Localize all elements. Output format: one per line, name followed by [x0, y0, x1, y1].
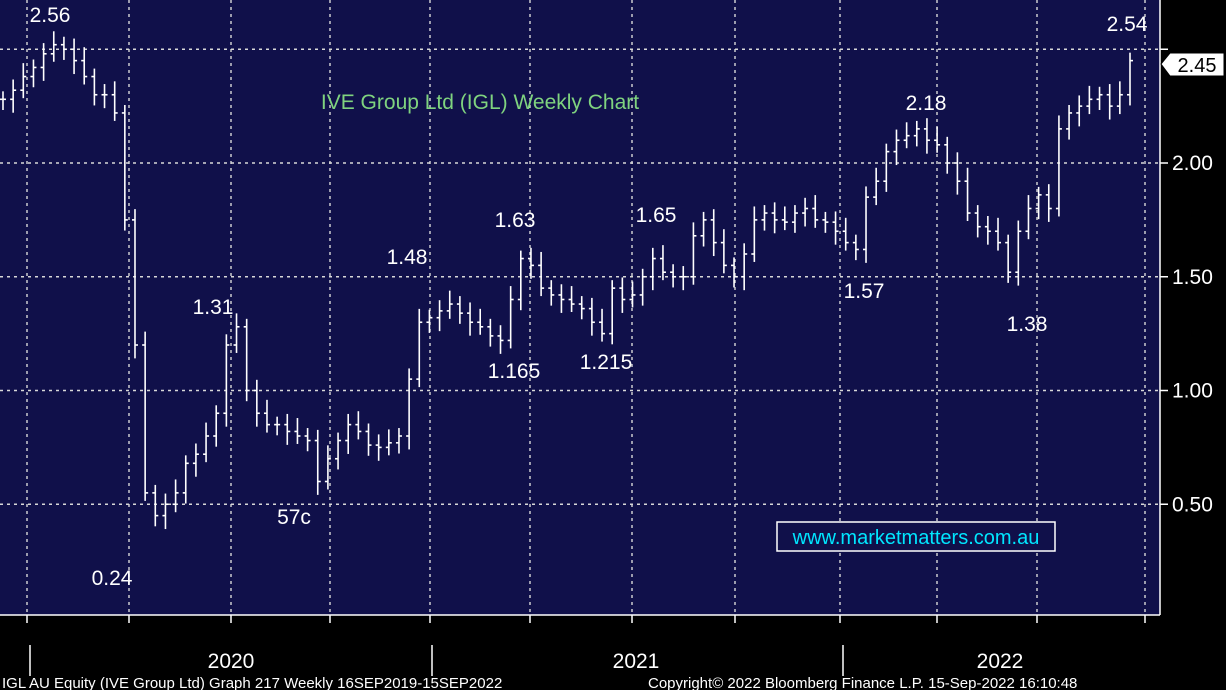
last-price-tag: 2.45	[1160, 52, 1225, 77]
price-annotation: 2.56	[30, 4, 71, 27]
x-year-label: 2020	[208, 650, 255, 673]
price-annotation: 1.38	[1007, 313, 1048, 336]
y-tick-label: 1.50	[1172, 266, 1213, 289]
price-annotation: 1.65	[636, 204, 677, 227]
last-price-label: 2.45	[1178, 55, 1217, 77]
watermark-text: www.marketmatters.com.au	[792, 527, 1040, 549]
price-annotation: 57c	[277, 506, 311, 529]
watermark-box	[776, 521, 1056, 552]
gridlines	[0, 0, 1160, 615]
y-axis: 0.50 1.00 1.50 2.00	[1160, 48, 1213, 516]
y-tick-label: 1.00	[1172, 380, 1213, 403]
footer-right: Copyright© 2022 Bloomberg Finance L.P. 1…	[648, 675, 1077, 690]
x-year-label: 2021	[613, 650, 660, 673]
price-annotation: 0.24	[92, 567, 133, 590]
price-annotation: 2.54	[1107, 13, 1148, 36]
footer-left: IGL AU Equity (IVE Group Ltd) Graph 217 …	[2, 675, 502, 690]
chart-title: IVE Group Ltd (IGL) Weekly Chart	[321, 91, 639, 114]
price-annotation: 1.48	[387, 246, 428, 269]
watermark: www.marketmatters.com.au	[776, 521, 1056, 552]
last-price-box	[1160, 52, 1225, 77]
price-annotation: 1.57	[844, 280, 885, 303]
x-axis: 2020 2021 2022	[26, 615, 1146, 676]
y-tick-label: 0.50	[1172, 493, 1213, 516]
plot-background	[0, 0, 1160, 615]
price-annotation: 1.165	[488, 360, 541, 383]
price-bars	[0, 31, 1133, 530]
y-tick-label: 2.00	[1172, 152, 1213, 175]
price-annotation: 1.31	[193, 296, 234, 319]
annotations: 2.56 0.24 1.31 57c 1.48 1.165 1.63 1.215 1.65 1.5…	[30, 4, 1148, 590]
price-annotation: 1.63	[495, 209, 536, 232]
price-annotation: 2.18	[906, 92, 947, 115]
price-annotation: 1.215	[580, 351, 633, 374]
x-year-label: 2022	[977, 650, 1024, 673]
